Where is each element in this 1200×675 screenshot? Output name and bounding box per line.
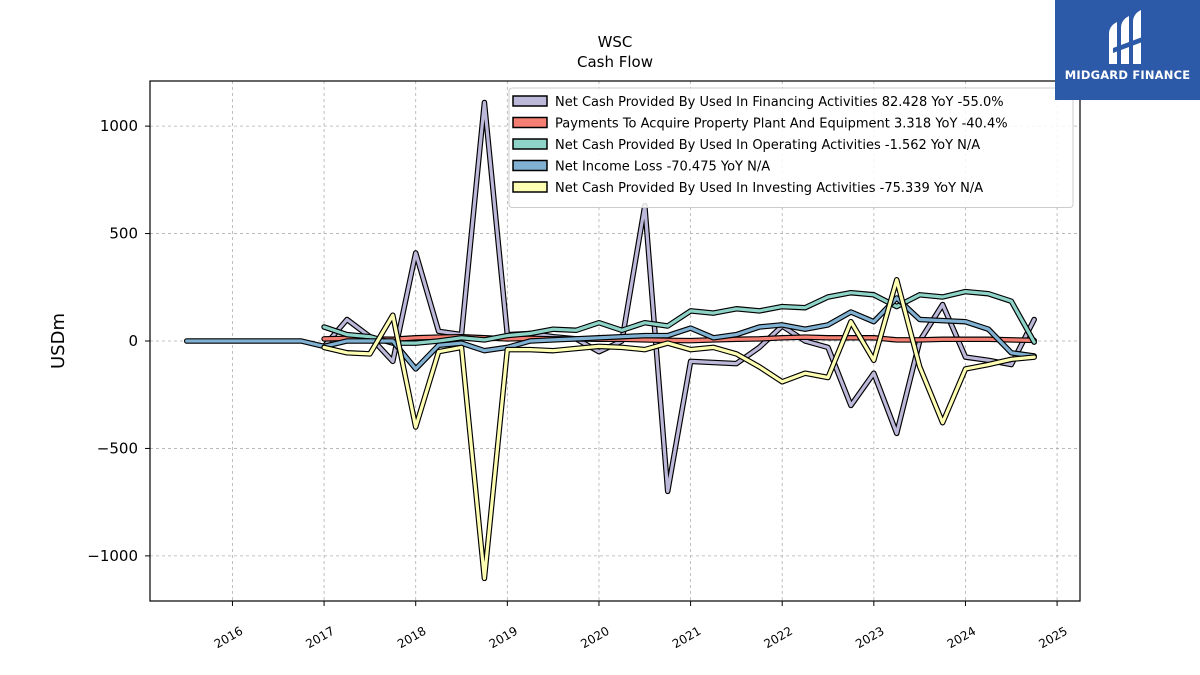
brand-logo-text: MIDGARD FINANCE [1064, 68, 1191, 82]
legend-swatch [512, 138, 548, 150]
y-tick-label: −500 [97, 439, 138, 457]
x-tick-label: 2025 [1036, 624, 1069, 651]
legend-label: Net Income Loss -70.475 YoY N/A [555, 160, 770, 175]
legend-item: Payments To Acquire Property Plant And E… [512, 116, 1008, 132]
series-line [322, 335, 1036, 343]
legend-swatch [512, 95, 548, 107]
y-tick-label: −1000 [87, 547, 138, 565]
legend-swatch [512, 159, 548, 172]
series-1 [321, 333, 1037, 344]
chart-title: WSC [598, 33, 633, 51]
y-tick-label: 1000 [100, 117, 138, 135]
legend-item: Net Cash Provided By Used In Investing A… [512, 181, 983, 196]
legend-item: Net Cash Provided By Used In Operating A… [512, 138, 980, 153]
y-axis-label: USDm [48, 313, 69, 369]
legend-box [508, 87, 1074, 208]
chart-subtitle: Cash Flow [577, 53, 653, 71]
x-tick-label: 2023 [853, 624, 886, 651]
brand-logo: MIDGARD FINANCE [1055, 0, 1200, 100]
series-line [322, 278, 1036, 581]
x-tick-label: 2017 [303, 624, 336, 651]
legend-item: Net Income Loss -70.475 YoY N/A [512, 159, 770, 175]
x-tick-label: 2020 [578, 624, 611, 651]
series-4 [321, 277, 1037, 582]
legend-label: Net Cash Provided By Used In Investing A… [555, 181, 983, 196]
series-2 [321, 288, 1037, 346]
series-line [322, 290, 1036, 345]
x-tick-label: 2024 [945, 624, 978, 651]
legend-label: Net Cash Provided By Used In Financing A… [555, 95, 1004, 110]
midgard-logo-icon [1109, 10, 1145, 64]
x-tick-label: 2021 [670, 624, 703, 651]
x-tick-label: 2018 [395, 624, 428, 651]
legend-label: Payments To Acquire Property Plant And E… [555, 117, 1008, 132]
legend-item: Net Cash Provided By Used In Financing A… [512, 95, 1004, 110]
series-layer [183, 99, 1037, 582]
legend-label: Net Cash Provided By Used In Operating A… [555, 138, 980, 153]
x-tick-label: 2019 [487, 624, 520, 651]
y-tick-label: 0 [128, 332, 138, 350]
legend: Net Cash Provided By Used In Financing A… [508, 87, 1074, 208]
legend-swatch [512, 181, 548, 193]
x-tick-label: 2016 [212, 624, 245, 651]
legend-swatch [512, 116, 548, 129]
x-tick-label: 2022 [761, 624, 794, 651]
y-tick-label: 500 [109, 225, 138, 243]
